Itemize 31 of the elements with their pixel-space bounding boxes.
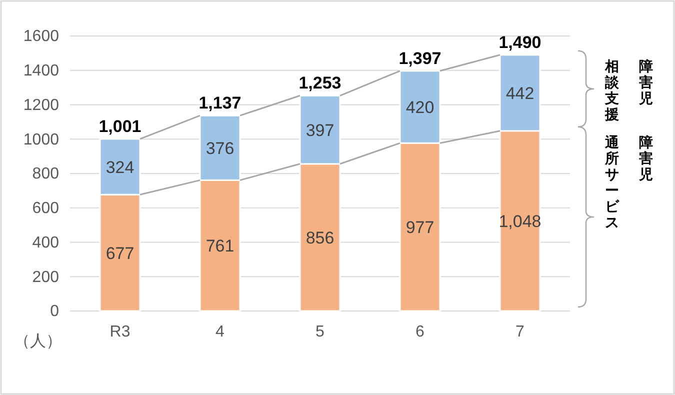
y-tick-label: 1400 — [23, 62, 60, 80]
total-label: 1,490 — [498, 32, 542, 52]
data-label: 376 — [206, 138, 234, 158]
total-label: 1,137 — [198, 94, 242, 113]
data-label: 977 — [406, 218, 434, 238]
data-label: 856 — [306, 228, 334, 248]
y-tick-label: 1200 — [23, 96, 60, 114]
x-tick-label: 4 — [216, 323, 225, 340]
x-tick-label: 5 — [316, 323, 325, 340]
text: 障害児通所サービス — [605, 134, 653, 231]
total-label: 1,397 — [398, 48, 442, 68]
total-label: 1,001 — [98, 116, 142, 136]
data-label: 420 — [406, 98, 434, 117]
data-label: 442 — [506, 84, 534, 103]
x-tick-label: R3 — [110, 323, 130, 340]
x-tick-label: 6 — [416, 323, 425, 340]
y-tick-label: 200 — [32, 268, 60, 286]
data-label: 397 — [306, 120, 334, 140]
x-tick-label: 7 — [516, 323, 525, 340]
y-tick-label: 400 — [32, 234, 60, 252]
data-label: 677 — [106, 244, 134, 263]
y-axis-title: （人） — [14, 333, 62, 350]
y-tick-label: 800 — [32, 166, 60, 183]
y-tick-label: 0 — [50, 303, 60, 320]
text: 障害児相談支援 — [605, 58, 653, 123]
data-label: 761 — [206, 236, 234, 256]
y-tick-label: 1000 — [23, 131, 60, 148]
total-label: 1,253 — [298, 74, 342, 93]
y-tick-label: 600 — [32, 200, 60, 217]
y-tick-label: 1600 — [23, 28, 60, 46]
data-label: 324 — [106, 158, 134, 177]
